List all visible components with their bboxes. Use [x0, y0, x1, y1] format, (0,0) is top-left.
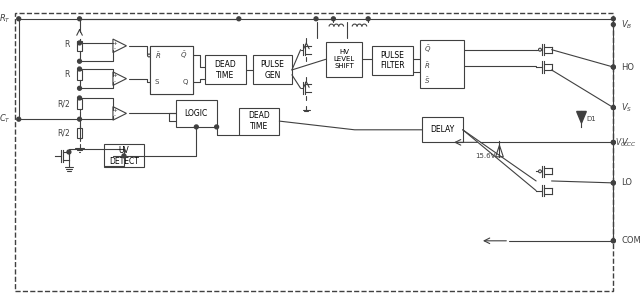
Bar — [253, 55, 292, 85]
Bar — [104, 144, 144, 168]
Text: $\bar{Q}$: $\bar{Q}$ — [180, 50, 188, 61]
Text: $\bar{Q}$: $\bar{Q}$ — [424, 44, 431, 55]
Bar — [205, 55, 246, 85]
Text: S: S — [154, 78, 158, 85]
Text: DEAD
TIME: DEAD TIME — [248, 111, 270, 131]
Bar — [77, 70, 83, 80]
Circle shape — [314, 17, 318, 21]
Circle shape — [77, 59, 81, 63]
Bar — [420, 40, 464, 88]
Bar — [176, 100, 216, 127]
Text: +: + — [113, 74, 117, 78]
Polygon shape — [577, 112, 586, 123]
Bar — [422, 117, 463, 142]
Text: R/2: R/2 — [57, 128, 70, 137]
Circle shape — [611, 140, 615, 144]
Circle shape — [611, 239, 615, 243]
Text: LO: LO — [621, 178, 632, 187]
Text: R/2: R/2 — [57, 99, 70, 108]
Text: -: - — [114, 114, 116, 119]
Bar — [150, 46, 193, 94]
Circle shape — [195, 125, 198, 129]
Circle shape — [611, 106, 615, 109]
Text: $V_B$: $V_B$ — [621, 18, 632, 31]
Circle shape — [148, 54, 150, 57]
Bar — [326, 42, 362, 77]
Circle shape — [67, 150, 71, 154]
Text: $\bar{R}$: $\bar{R}$ — [424, 61, 431, 71]
Bar — [77, 41, 83, 51]
Circle shape — [611, 23, 615, 26]
Text: PULSE
FILTER: PULSE FILTER — [380, 50, 404, 70]
Text: -: - — [114, 79, 116, 84]
Polygon shape — [495, 145, 503, 157]
Text: PULSE
GEN: PULSE GEN — [260, 60, 285, 80]
Text: DEAD
TIME: DEAD TIME — [214, 60, 236, 80]
Bar — [150, 46, 193, 94]
Text: Q: Q — [181, 78, 187, 85]
Text: $\bar{S}$: $\bar{S}$ — [424, 75, 430, 86]
Circle shape — [77, 96, 81, 100]
Polygon shape — [113, 72, 127, 85]
Text: $V_{CC}$: $V_{CC}$ — [621, 136, 637, 149]
Text: COM: COM — [621, 236, 640, 245]
Text: LOGIC: LOGIC — [185, 109, 208, 118]
Bar — [372, 46, 413, 75]
Circle shape — [366, 17, 370, 21]
Bar — [77, 128, 83, 137]
Text: S: S — [155, 78, 159, 85]
Text: $\bar{R}$: $\bar{R}$ — [155, 50, 161, 61]
Bar — [239, 108, 279, 135]
Text: UV
DETECT: UV DETECT — [109, 146, 139, 166]
Text: $V_{CC}$: $V_{CC}$ — [615, 136, 630, 149]
Circle shape — [122, 154, 126, 158]
Circle shape — [77, 86, 81, 90]
Text: +: + — [113, 108, 117, 113]
Polygon shape — [113, 39, 127, 53]
Text: $V_S$: $V_S$ — [621, 101, 632, 114]
Circle shape — [332, 17, 335, 21]
Circle shape — [17, 117, 20, 121]
Circle shape — [77, 117, 81, 121]
Text: $R_T$: $R_T$ — [0, 12, 11, 25]
Bar — [77, 99, 83, 109]
Text: $\bar{Q}$: $\bar{Q}$ — [179, 50, 187, 61]
Circle shape — [538, 170, 541, 173]
Text: +: + — [113, 41, 117, 46]
Circle shape — [611, 140, 615, 144]
Text: HO: HO — [621, 63, 634, 71]
Circle shape — [77, 41, 81, 45]
Text: 15.6V: 15.6V — [476, 153, 496, 159]
Circle shape — [611, 65, 615, 69]
Circle shape — [611, 181, 615, 185]
Text: $C_T$: $C_T$ — [0, 113, 11, 126]
Circle shape — [214, 125, 218, 129]
Text: $\bar{R}$: $\bar{R}$ — [154, 50, 160, 61]
Circle shape — [77, 17, 81, 21]
Text: D1: D1 — [586, 116, 596, 122]
Circle shape — [611, 181, 615, 185]
Text: Q: Q — [182, 78, 188, 85]
Text: R: R — [65, 70, 70, 79]
Circle shape — [77, 67, 81, 71]
Circle shape — [237, 17, 241, 21]
Text: -: - — [114, 46, 116, 51]
Circle shape — [17, 17, 20, 21]
Circle shape — [611, 65, 615, 69]
Circle shape — [611, 239, 615, 243]
Circle shape — [611, 17, 615, 21]
Circle shape — [611, 106, 615, 109]
Text: R: R — [65, 40, 70, 49]
Text: HV
LEVEL
SHIFT: HV LEVEL SHIFT — [333, 49, 355, 69]
Polygon shape — [113, 107, 127, 120]
Text: DELAY: DELAY — [430, 125, 454, 134]
Circle shape — [538, 48, 541, 51]
Text: $\bar{R}$  $\bar{Q}$
S   Q: $\bar{R}$ $\bar{Q}$ S Q — [163, 61, 180, 79]
